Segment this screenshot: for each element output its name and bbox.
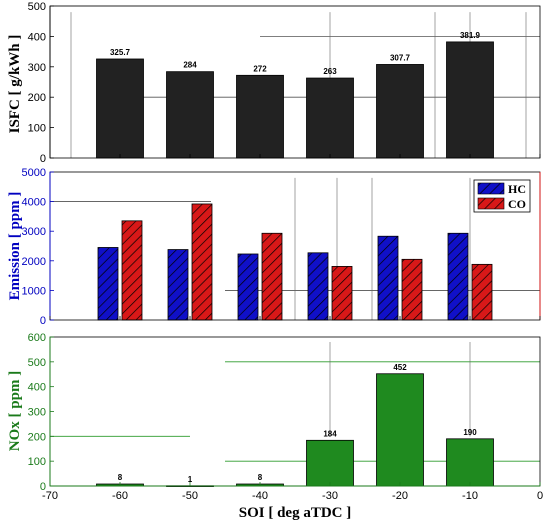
bar <box>306 77 354 159</box>
hc-bar <box>377 235 399 321</box>
isfc-panel: 325.7 284 272 263 307.7 381.9 0 100 200 300 400 500 <box>28 1 541 165</box>
xtick-label: -20 <box>392 490 408 502</box>
data-label: 8 <box>118 473 123 482</box>
hc-bar <box>447 232 469 321</box>
co-bar <box>191 203 213 321</box>
nox-panel: 8 1 8 184 452 190 0 100 200 300 400 500 600 -70 -60 -50… <box>28 332 543 502</box>
data-label: 184 <box>323 429 337 438</box>
data-label: 325.7 <box>110 48 131 57</box>
xtick-label: -60 <box>112 490 128 502</box>
isfc-ytick-label: 300 <box>28 62 46 74</box>
xtick-label: -40 <box>252 490 268 502</box>
emission-ytick-label: 5000 <box>22 167 46 179</box>
bar <box>376 64 424 159</box>
legend-swatch-hc <box>477 182 505 195</box>
emission-ytick-label: 2000 <box>22 256 46 268</box>
bar <box>96 58 144 159</box>
data-label: 272 <box>253 64 267 73</box>
emission-ytick-label: 0 <box>40 315 46 327</box>
data-label: 190 <box>463 428 477 437</box>
data-label: 8 <box>258 473 263 482</box>
co-bar <box>401 258 423 321</box>
nox-ytick-label: 600 <box>28 332 46 344</box>
hc-bar <box>307 252 329 321</box>
xtick-label: -10 <box>462 490 478 502</box>
nox-ytick-label: 100 <box>28 456 46 468</box>
bar <box>306 439 354 487</box>
xtick-label: -50 <box>182 490 198 502</box>
nox-ytick-label: 500 <box>28 357 46 369</box>
xtick-label: 0 <box>537 490 543 502</box>
nox-ytick-label: 0 <box>40 481 46 493</box>
nox-ytick-label: 400 <box>28 382 46 394</box>
co-bar <box>121 220 143 321</box>
x-axis-label: SOI [ deg aTDC ] <box>239 505 352 521</box>
bar <box>446 41 494 159</box>
data-label: 381.9 <box>460 31 481 40</box>
nox-ytick-label: 200 <box>28 431 46 443</box>
nox-ytick-label: 300 <box>28 407 46 419</box>
hc-bar <box>167 249 189 321</box>
bar <box>236 74 284 159</box>
xtick-label: -70 <box>42 490 58 502</box>
data-label: 452 <box>393 363 407 372</box>
isfc-ytick-label: 0 <box>40 153 46 165</box>
isfc-ytick-label: 400 <box>28 31 46 43</box>
data-label: 307.7 <box>390 53 411 62</box>
xtick-label: -30 <box>322 490 338 502</box>
data-label: 263 <box>323 67 337 76</box>
bar <box>166 71 214 159</box>
isfc-ytick-label: 100 <box>28 123 46 135</box>
emission-ytick-label: 1000 <box>22 285 46 297</box>
hc-bar <box>237 253 259 321</box>
bar <box>376 373 424 487</box>
emission-ylabel: Emission [ ppm ] <box>7 192 23 301</box>
isfc-ytick-label: 500 <box>28 1 46 13</box>
legend-swatch-co <box>477 197 505 210</box>
legend-label-co: CO <box>508 197 526 211</box>
isfc-ytick-label: 200 <box>28 92 46 104</box>
isfc-ylabel: ISFC [ g/kWh ] <box>7 35 23 134</box>
co-bar <box>471 263 493 321</box>
nox-ylabel: NOx [ ppm ] <box>7 371 23 451</box>
co-bar <box>331 266 353 321</box>
data-label: 1 <box>188 475 193 484</box>
bar <box>446 438 494 487</box>
emission-ytick-label: 3000 <box>22 226 46 238</box>
co-bar <box>261 232 283 321</box>
legend-label-hc: HC <box>508 182 526 196</box>
data-label: 284 <box>183 61 197 70</box>
hc-bar <box>97 247 119 321</box>
emission-ytick-label: 4000 <box>22 197 46 209</box>
